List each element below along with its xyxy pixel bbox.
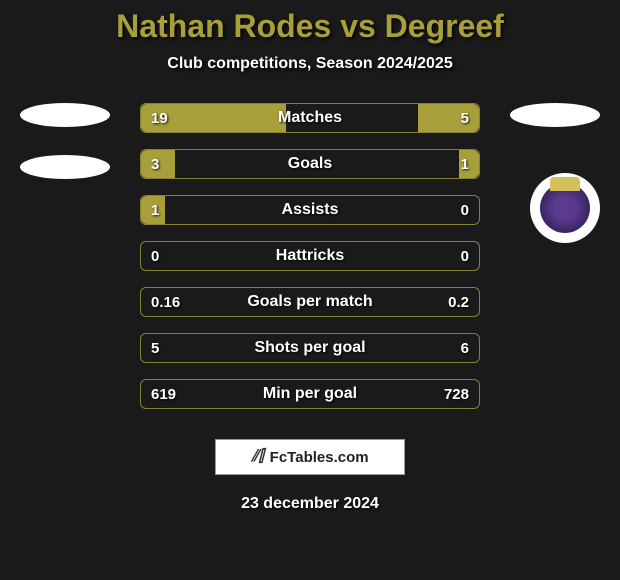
stat-row: 0 0 Hattricks [140, 241, 480, 271]
player-left-placeholder [20, 103, 110, 207]
placeholder-icon [20, 103, 110, 127]
stat-value-right: 0 [461, 248, 469, 265]
placeholder-icon [20, 155, 110, 179]
stat-label: Matches [278, 109, 342, 127]
club-crest [530, 173, 600, 243]
stat-row: 19 5 Matches [140, 103, 480, 133]
stat-row: 619 728 Min per goal [140, 379, 480, 409]
footer-brand-text: FcTables.com [270, 449, 369, 466]
stat-row: 3 1 Goals [140, 149, 480, 179]
stat-row: 1 0 Assists [140, 195, 480, 225]
stat-value-left: 0 [151, 248, 159, 265]
stat-label: Hattricks [276, 247, 344, 265]
stat-value-left: 619 [151, 386, 176, 403]
stats-area: 19 5 Matches 3 1 Goals 1 0 Assists 0 0 Hattricks 0.1… [0, 103, 620, 425]
player-right-placeholder [510, 103, 600, 155]
stat-value-right: 0 [461, 202, 469, 219]
bar-right [418, 104, 479, 132]
stat-value-left: 5 [151, 340, 159, 357]
date-label: 23 december 2024 [241, 495, 379, 513]
stat-row: 0.16 0.2 Goals per match [140, 287, 480, 317]
stat-value-left: 1 [151, 202, 159, 219]
placeholder-icon [510, 103, 600, 127]
stat-value-right: 1 [461, 156, 469, 173]
stat-label: Goals per match [247, 293, 372, 311]
stat-value-left: 0.16 [151, 294, 180, 311]
stat-label: Goals [288, 155, 332, 173]
chart-icon: ⫽⫿ [251, 448, 263, 466]
stat-rows: 19 5 Matches 3 1 Goals 1 0 Assists 0 0 Hattricks 0.1… [140, 103, 480, 425]
stat-value-right: 6 [461, 340, 469, 357]
stat-label: Shots per goal [254, 339, 365, 357]
page-title: Nathan Rodes vs Degreef [116, 8, 504, 45]
footer-logo[interactable]: ⫽⫿ FcTables.com [215, 439, 405, 475]
stat-label: Min per goal [263, 385, 357, 403]
page-subtitle: Club competitions, Season 2024/2025 [167, 55, 452, 73]
comparison-card: Nathan Rodes vs Degreef Club competition… [0, 0, 620, 580]
stat-value-right: 728 [444, 386, 469, 403]
crest-icon [540, 183, 590, 233]
stat-value-left: 19 [151, 110, 168, 127]
stat-value-right: 0.2 [448, 294, 469, 311]
stat-value-right: 5 [461, 110, 469, 127]
stat-value-left: 3 [151, 156, 159, 173]
stat-label: Assists [282, 201, 339, 219]
stat-row: 5 6 Shots per goal [140, 333, 480, 363]
